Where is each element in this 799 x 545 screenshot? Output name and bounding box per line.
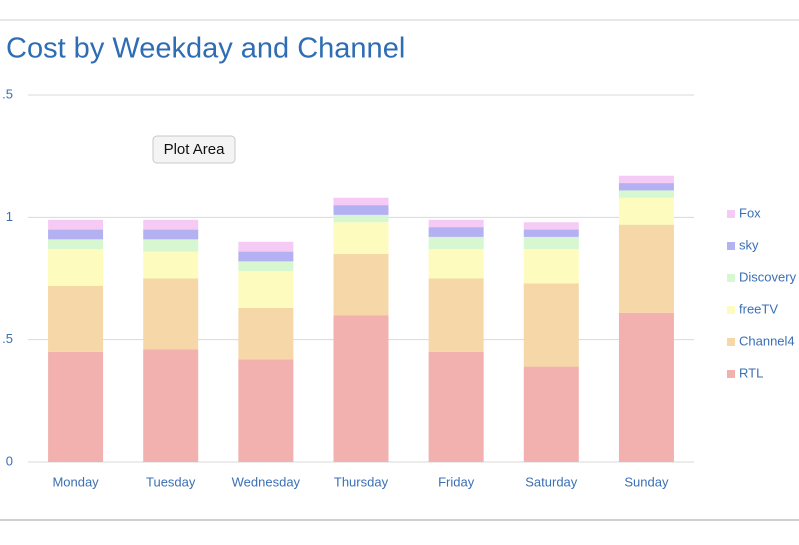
bar-segment: [333, 315, 389, 462]
x-tick-label: Tuesday: [146, 474, 196, 489]
bar-segment: [48, 249, 104, 286]
bar-segment: [333, 222, 389, 255]
x-tick-label: Monday: [52, 474, 99, 489]
bar-segment: [238, 241, 294, 252]
bar-segment: [48, 229, 104, 240]
x-tick-label: Friday: [438, 474, 475, 489]
legend-swatch: [727, 370, 735, 378]
legend-swatch: [727, 338, 735, 346]
legend-swatch: [727, 242, 735, 250]
tooltip-box: [152, 135, 236, 164]
bar-segment: [523, 236, 579, 250]
bar-segment: [618, 197, 674, 225]
bar-segment: [428, 351, 484, 462]
tooltip-text: Plot Area: [164, 141, 226, 158]
bar-segment: [428, 278, 484, 352]
bar-segment: [428, 227, 484, 237]
bar-segment: [48, 239, 104, 250]
bar-segment: [143, 219, 199, 230]
y-tick-label: .5: [2, 86, 13, 101]
y-tick-label: 1: [6, 209, 13, 224]
chart-title: Cost by Weekday and Channel: [6, 33, 405, 65]
bar-segment: [428, 249, 484, 279]
x-tick-label: Saturday: [525, 474, 578, 489]
plot-area: 0 .5 1 .5 Monday Tuesday Wednesday Thursday Frid…: [2, 86, 796, 489]
tooltip: Plot Area: [152, 135, 236, 164]
legend-label: sky: [739, 237, 759, 252]
bar-segment: [333, 197, 389, 206]
legend-label: Fox: [739, 205, 761, 220]
bar-segment: [618, 183, 674, 191]
bar-segment: [333, 205, 389, 215]
bar-segment: [143, 349, 199, 462]
x-tick-label: Wednesday: [232, 474, 301, 489]
legend-label: Discovery: [739, 269, 797, 284]
bar-segment: [523, 222, 579, 230]
bar-segment: [618, 190, 674, 198]
bar-segment: [143, 251, 199, 279]
bar-segment: [333, 254, 389, 316]
legend-label: RTL: [739, 365, 763, 380]
bar-segment: [48, 351, 104, 462]
bar-segment: [428, 219, 484, 228]
bar-segment: [48, 285, 104, 352]
bar-segment: [238, 261, 294, 272]
legend-swatch: [727, 306, 735, 314]
bar-segment: [238, 251, 294, 262]
bar-segment: [428, 236, 484, 250]
legend-swatch: [727, 210, 735, 218]
bar-segment: [143, 239, 199, 252]
bar-segment: [523, 366, 579, 462]
bar-segment: [618, 224, 674, 313]
x-tick-label: Thursday: [334, 474, 389, 489]
y-tick-label: 0: [6, 453, 13, 468]
bar-segment: [143, 278, 199, 350]
bar-segment: [238, 359, 294, 462]
bar-segment: [238, 271, 294, 308]
bar-segment: [618, 175, 674, 184]
bar-segment: [523, 249, 579, 284]
legend-swatch: [727, 274, 735, 282]
bar-segment: [48, 219, 104, 230]
bar-segment: [333, 214, 389, 223]
legend-label: Channel4: [739, 333, 795, 348]
y-tick-label: .5: [2, 331, 13, 346]
x-tick-label: Sunday: [624, 474, 669, 489]
bar-segment: [143, 229, 199, 240]
bar-segment: [238, 307, 294, 360]
bar-segment: [523, 229, 579, 237]
legend-label: freeTV: [739, 301, 778, 316]
bar-segment: [618, 312, 674, 462]
bar-segment: [523, 283, 579, 367]
